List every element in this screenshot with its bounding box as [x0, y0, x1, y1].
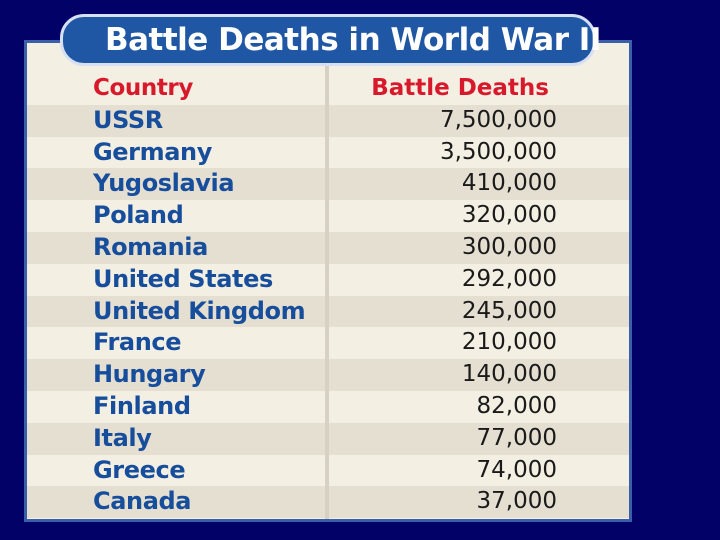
country-cell: Hungary [93, 360, 206, 389]
chart-title: Battle Deaths in World War II [60, 14, 601, 66]
country-cell: Romania [93, 232, 208, 261]
country-cell: USSR [93, 105, 163, 134]
country-cell: France [93, 328, 182, 357]
battle-deaths-cell: 292,000 [461, 265, 557, 292]
battle-deaths-cell: 7,500,000 [439, 106, 557, 133]
country-cell: Yugoslavia [93, 169, 235, 198]
battle-deaths-cell: 3,500,000 [439, 138, 557, 165]
country-cell: Finland [93, 391, 191, 420]
table-header-row: Country Battle Deaths [27, 73, 629, 105]
country-cell: United Kingdom [93, 296, 306, 325]
battle-deaths-cell: 140,000 [461, 361, 557, 388]
country-cell: Canada [93, 487, 192, 516]
column-divider [325, 43, 329, 519]
header-country: Country [93, 75, 193, 101]
table-row: USSR 7,500,000 [27, 104, 629, 137]
battle-deaths-cell: 37,000 [476, 488, 557, 515]
battle-deaths-cell: 77,000 [476, 424, 557, 451]
table-row: Greece 74,000 [27, 455, 629, 487]
country-cell: Poland [93, 201, 184, 230]
table-row: United States 292,000 [27, 264, 629, 296]
table-row: Hungary 140,000 [27, 359, 629, 391]
country-cell: Greece [93, 455, 186, 484]
battle-deaths-cell: 74,000 [476, 456, 557, 483]
country-cell: Germany [93, 137, 212, 166]
battle-deaths-cell: 245,000 [461, 297, 557, 324]
table-row: France 210,000 [27, 327, 629, 359]
battle-deaths-cell: 300,000 [461, 233, 557, 260]
battle-deaths-cell: 320,000 [461, 202, 557, 229]
header-battle-deaths: Battle Deaths [371, 75, 549, 101]
country-cell: Italy [93, 423, 152, 452]
battle-deaths-cell: 410,000 [461, 170, 557, 197]
table-row: Germany 3,500,000 [27, 137, 629, 169]
table-row: Poland 320,000 [27, 200, 629, 232]
table-row: Finland 82,000 [27, 391, 629, 423]
battle-deaths-cell: 82,000 [476, 392, 557, 419]
country-cell: United States [93, 264, 273, 293]
battle-deaths-cell: 210,000 [461, 329, 557, 356]
table-panel: Country Battle Deaths USSR 7,500,000 Germa… [24, 40, 632, 522]
